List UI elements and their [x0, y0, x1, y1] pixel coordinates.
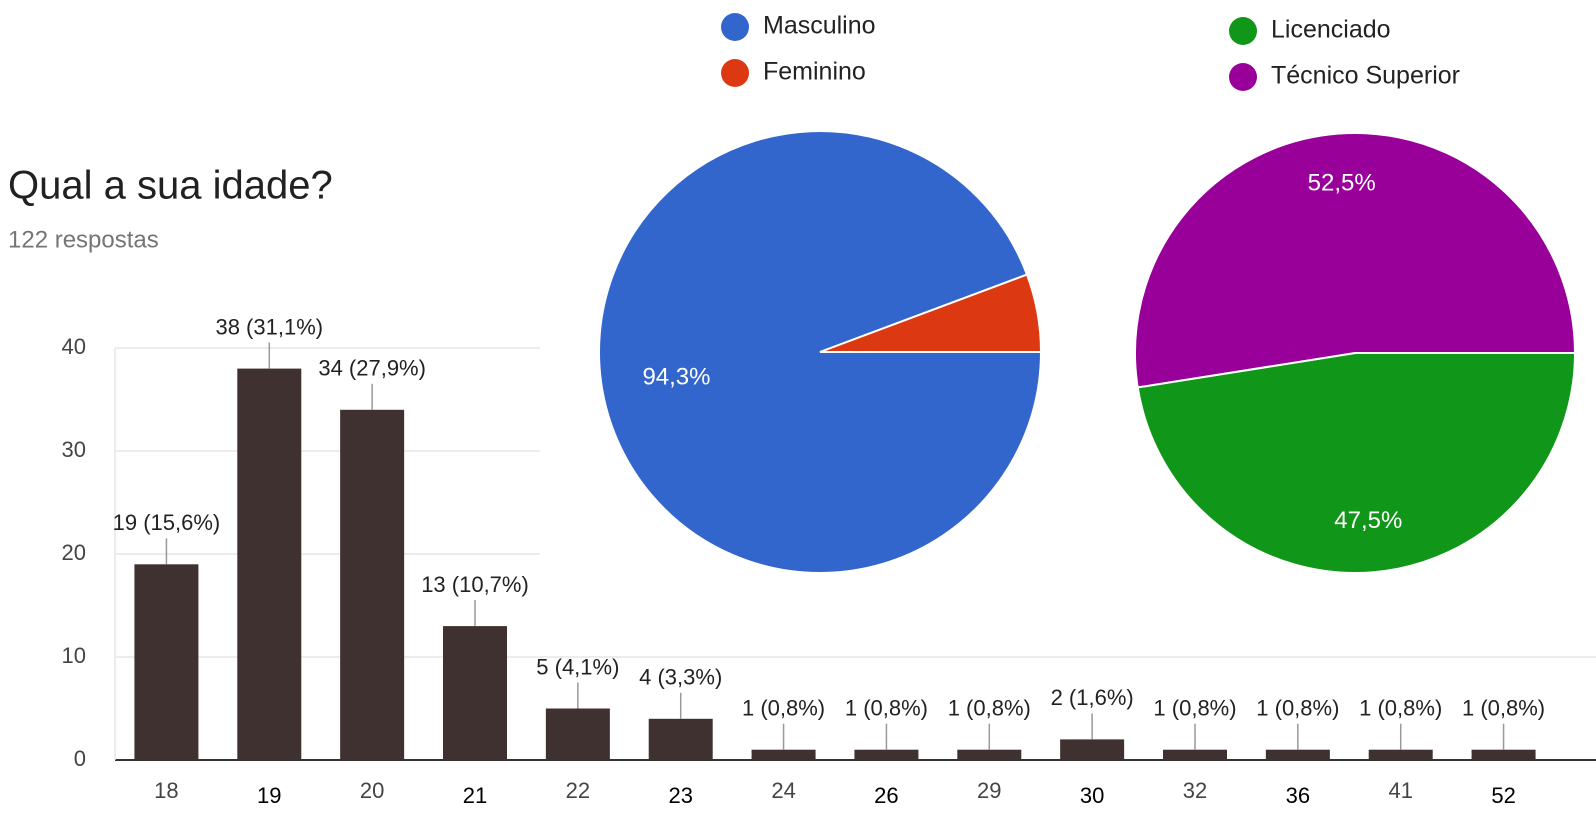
bar	[957, 749, 1022, 760]
value-label: 13 (10,7%)	[421, 572, 529, 597]
bar	[134, 564, 199, 760]
legend-label: Técnico Superior	[1271, 62, 1460, 90]
legend-swatch	[1229, 17, 1257, 45]
x-tick-label: 41	[1388, 778, 1412, 803]
legend-swatch	[1229, 63, 1257, 91]
value-label: 1 (0,8%)	[948, 696, 1031, 721]
chart-subtitle: 122 respostas	[8, 226, 159, 253]
legend-swatch	[721, 13, 749, 41]
y-tick-label: 30	[62, 437, 86, 462]
value-label: 34 (27,9%)	[318, 356, 426, 381]
y-tick-label: 10	[62, 643, 86, 668]
slice-label: 94,3%	[642, 363, 710, 390]
bar	[751, 749, 816, 760]
bar	[854, 749, 919, 760]
value-label: 1 (0,8%)	[1153, 696, 1236, 721]
value-label: 4 (3,3%)	[639, 665, 722, 690]
pie-slice	[1134, 131, 1577, 389]
x-tick-label: 24	[771, 778, 795, 803]
bar	[443, 626, 507, 760]
y-tick-label: 40	[62, 334, 86, 359]
x-tick-label: 18	[154, 778, 178, 803]
value-label: 5 (4,1%)	[536, 654, 619, 679]
legend-label: Feminino	[763, 58, 866, 86]
value-label: 38 (31,1%)	[215, 314, 323, 339]
bar	[237, 368, 302, 760]
x-tick-label: 22	[566, 778, 590, 803]
x-tick-label: 36	[1286, 783, 1310, 808]
x-tick-label: 20	[360, 778, 384, 803]
x-tick-label: 52	[1491, 783, 1515, 808]
legend-swatch	[721, 59, 749, 87]
x-tick-label: 32	[1183, 778, 1207, 803]
x-tick-label: 30	[1080, 783, 1104, 808]
x-tick-label: 21	[463, 783, 487, 808]
value-label: 2 (1,6%)	[1051, 685, 1134, 710]
bar	[648, 718, 713, 760]
x-tick-label: 19	[257, 783, 281, 808]
bar	[1163, 749, 1227, 760]
value-label: 1 (0,8%)	[1256, 696, 1339, 721]
value-label: 1 (0,8%)	[1359, 696, 1442, 721]
y-tick-label: 20	[62, 540, 86, 565]
bar	[340, 409, 405, 760]
bar	[545, 708, 610, 760]
slice-label: 47,5%	[1334, 507, 1402, 534]
value-label: 19 (15,6%)	[113, 510, 221, 535]
value-label: 1 (0,8%)	[1462, 696, 1545, 721]
slice-label: 52,5%	[1308, 169, 1376, 196]
bar	[1265, 749, 1330, 760]
legend-label: Masculino	[763, 12, 876, 40]
value-label: 1 (0,8%)	[742, 696, 825, 721]
x-tick-label: 29	[977, 778, 1001, 803]
y-tick-label: 0	[74, 746, 86, 771]
x-tick-label: 26	[874, 783, 898, 808]
value-label: 1 (0,8%)	[845, 696, 928, 721]
bar	[1060, 739, 1125, 760]
bar	[1471, 749, 1536, 760]
x-tick-label: 23	[668, 783, 692, 808]
chart-title: Qual a sua idade?	[8, 164, 333, 208]
bar	[1368, 749, 1433, 760]
pie-slice	[819, 273, 1043, 353]
legend-label: Licenciado	[1271, 16, 1391, 44]
pie-slice	[1136, 352, 1577, 574]
